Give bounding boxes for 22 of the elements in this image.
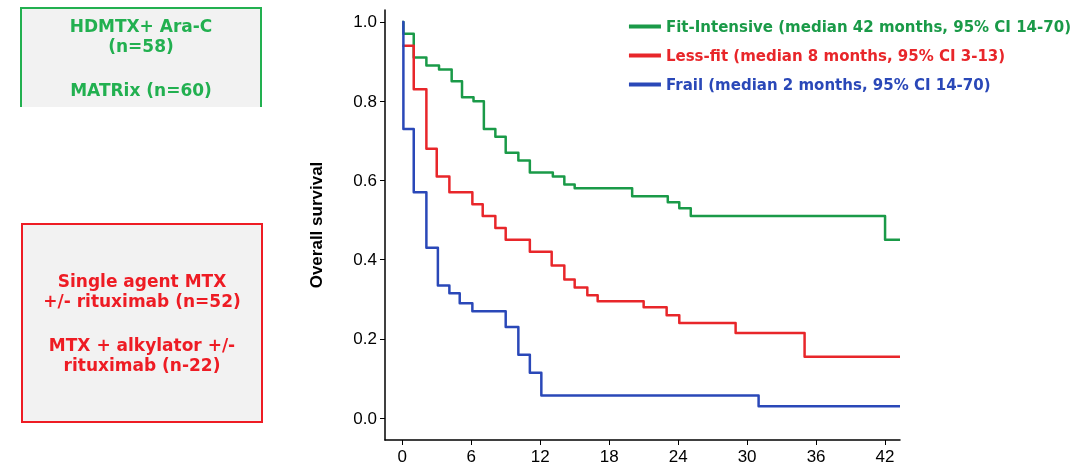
x-tick-label: 0	[397, 447, 407, 466]
legend-label: Fit-Intensive (median 42 months, 95% CI 14-70)	[665, 17, 1071, 36]
legend-label: Frail (median 2 months, 95% CI 14-70)	[665, 75, 991, 94]
x-tick-label: 18	[599, 447, 619, 466]
text: HDMTX+ Ara-C (n=58)	[68, 16, 214, 56]
x-tick-label: 42	[875, 447, 895, 466]
y-tick-label: 0.4	[353, 250, 377, 270]
y-tick-label: 0.8	[353, 91, 377, 111]
x-tick-label: 36	[806, 447, 826, 466]
y-tick-label: 1.0	[353, 12, 377, 32]
x-tick-label: 30	[737, 447, 757, 466]
text: MATRix (n=60)	[70, 80, 212, 100]
x-tick-label: 12	[530, 447, 550, 466]
y-tick-label: 0.6	[353, 170, 377, 190]
y-axis-title: Overall survival	[307, 161, 326, 289]
text: Single agent MTX +/- rituximab (n=52)	[43, 271, 241, 311]
y-tick-label: 0.2	[353, 329, 377, 349]
text: MTX + alkylator +/- rituximab (n-22)	[47, 335, 237, 375]
x-tick-label: 24	[668, 447, 688, 466]
legend-label: Less-fit (median 8 months, 95% CI 3-13)	[665, 46, 1006, 65]
x-tick-label: 6	[466, 447, 476, 466]
y-tick-label: 0.0	[353, 408, 377, 428]
